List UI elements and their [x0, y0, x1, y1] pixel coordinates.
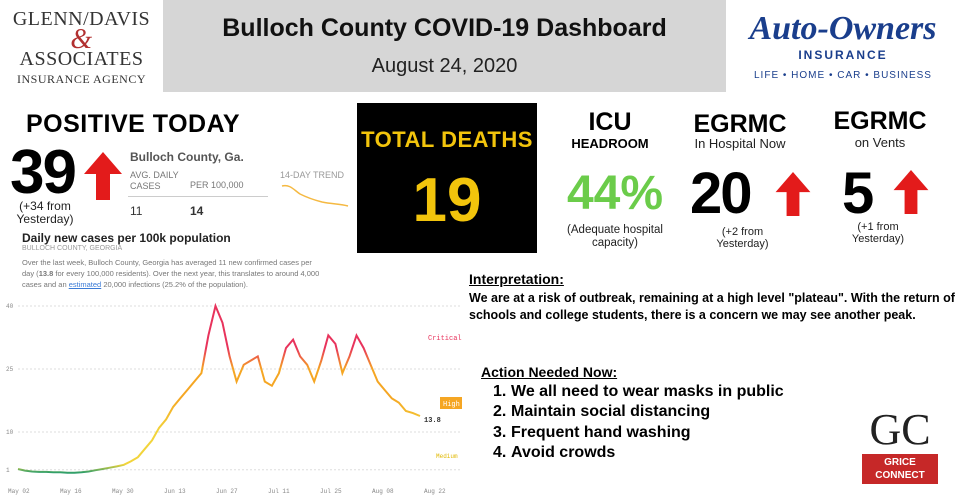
- y-tick-label: 25: [6, 366, 14, 373]
- logo-ampersand: &: [70, 24, 93, 55]
- total-deaths-value: 19: [412, 166, 482, 235]
- avg-daily-value: 11: [130, 204, 143, 218]
- interpretation-heading: Interpretation:: [469, 271, 564, 287]
- x-tick-label: Jun 13: [164, 488, 186, 495]
- zone-label-medium: Medium: [436, 453, 458, 460]
- zone-label-high: High: [443, 401, 460, 409]
- positive-today-change: (+34 from Yesterday): [16, 199, 74, 226]
- chart-grid: [18, 305, 462, 471]
- page-date: August 24, 2020: [371, 55, 518, 77]
- up-arrow-icon: [84, 152, 122, 200]
- list-item-number: 4.: [493, 444, 507, 462]
- daily-cases-description: Over the last week, Bulloch County, Geor…: [22, 258, 322, 291]
- x-tick-label: Jul 25: [320, 488, 342, 495]
- trend-label: 14-DAY TREND: [280, 170, 345, 180]
- daily-cases-title: Daily new cases per 100k population: [22, 231, 231, 245]
- list-item-text: Avoid crowds: [511, 444, 616, 462]
- desc-part-e: 20,000 infections (25.2% of the populati…: [101, 279, 249, 289]
- auto-owners-tagline: LIFE • HOME • CAR • BUSINESS: [754, 70, 932, 81]
- glenn-davis-logo: GLENN/DAVIS & ASSOCIATES INSURANCE AGENC…: [0, 0, 163, 92]
- trend-sparkline: [281, 184, 349, 207]
- desc-part-b: 13.8: [38, 268, 54, 278]
- county-name: Bulloch County, Ga.: [130, 150, 244, 164]
- list-item: 1. We all need to wear masks in public: [493, 382, 893, 402]
- divider: [128, 196, 268, 197]
- icu-subtitle: HEADROOM: [571, 136, 649, 151]
- up-arrow-icon: [775, 172, 811, 216]
- desc-part-a: Over the last week, Bulloch County, Geor…: [22, 258, 312, 278]
- x-tick-label: Jun 27: [216, 488, 238, 495]
- estimated-link[interactable]: estimated: [68, 279, 102, 289]
- desc-part-c: for every 100,000 residents). Over the n…: [22, 268, 320, 289]
- list-item-text: Maintain social distancing: [511, 403, 711, 421]
- icu-value: 44%: [566, 167, 664, 220]
- egrmc-hospital-subtitle: In Hospital Now: [694, 136, 786, 151]
- interpretation-text: We are at a risk of outbreak, remaining …: [469, 291, 955, 323]
- grice-line-1: GRICE: [884, 457, 916, 468]
- chart-y-ticks: 1 10 25 40: [6, 303, 14, 474]
- x-tick-label: May 16: [60, 488, 82, 495]
- y-tick-label: 40: [6, 303, 14, 310]
- grice-line-2: CONNECT: [875, 470, 925, 481]
- y-tick-label: 1: [6, 467, 10, 474]
- logo-line-3: INSURANCE AGENCY: [16, 72, 146, 86]
- per-100k-label: PER 100,000: [190, 180, 244, 190]
- grice-bar: GRICE CONNECT: [862, 454, 938, 484]
- list-item-number: 2.: [493, 403, 507, 421]
- list-item-number: 3.: [493, 423, 507, 441]
- egrmc-hospital-note: (+2 from Yesterday): [716, 226, 769, 251]
- list-item-text: Frequent hand washing: [511, 423, 691, 441]
- grice-connect-logo: GC GRICE CONNECT: [860, 404, 940, 486]
- auto-owners-name: Auto-Owners: [749, 10, 937, 47]
- page-title: Bulloch County COVID-19 Dashboard: [222, 14, 667, 42]
- action-list: 1. We all need to wear masks in public 2.…: [493, 382, 893, 464]
- chart-x-ticks: May 02 May 16 May 30 Jun 13 Jun 27 Jul 11 Jul …: [8, 488, 446, 495]
- egrmc-vents-note: (+1 from Yesterday): [851, 221, 905, 246]
- logo-line-2: ASSOCIATES: [19, 48, 144, 70]
- up-arrow-icon: [893, 170, 929, 214]
- x-tick-label: May 30: [112, 488, 134, 495]
- icu-title: ICU: [588, 108, 632, 136]
- zone-label-critical: Critical: [428, 335, 462, 343]
- total-deaths-box: TOTAL DEATHS 19: [357, 103, 537, 253]
- auto-owners-sub: INSURANCE: [798, 48, 888, 62]
- grice-letters: GC: [869, 405, 931, 454]
- x-tick-label: May 02: [8, 488, 30, 495]
- last-value-label: 13.8: [424, 417, 441, 425]
- daily-cases-chart: 1 10 25 40 May 02 May 16 May 30 Jun 13 Jun 27 Ju…: [6, 302, 462, 495]
- action-heading: Action Needed Now:: [481, 364, 618, 380]
- daily-cases-line: [17, 302, 421, 474]
- list-item-text: We all need to wear masks in public: [511, 383, 784, 400]
- icu-note: (Adequate hospital capacity): [567, 224, 663, 249]
- x-tick-label: Jul 11: [268, 488, 290, 495]
- positive-today-title: POSITIVE TODAY: [26, 110, 241, 138]
- header-banner: Bulloch County COVID-19 Dashboard August…: [163, 0, 726, 92]
- total-deaths-label: TOTAL DEATHS: [361, 127, 533, 152]
- zone-label-high-bg: [440, 397, 462, 409]
- list-item: 3. Frequent hand washing: [493, 423, 893, 443]
- daily-cases-subtitle: BULLOCH COUNTY, GEORGIA: [22, 245, 123, 252]
- egrmc-hospital-value: 20: [690, 161, 752, 226]
- x-tick-label: Aug 08: [372, 488, 394, 495]
- list-item: 2. Maintain social distancing: [493, 402, 893, 422]
- avg-daily-label: AVG. DAILY CASES: [130, 170, 179, 191]
- x-tick-label: Aug 22: [424, 488, 446, 495]
- egrmc-vents-value: 5: [842, 161, 875, 226]
- egrmc-hospital-title: EGRMC: [693, 110, 787, 138]
- egrmc-vents-subtitle: on Vents: [854, 135, 906, 150]
- y-tick-label: 10: [6, 429, 14, 436]
- positive-today-value: 39: [10, 138, 77, 207]
- logo-line-1: GLENN/DAVIS: [12, 8, 151, 30]
- auto-owners-logo: Auto-Owners INSURANCE LIFE • HOME • CAR …: [726, 0, 960, 92]
- per-100k-value: 14: [190, 204, 204, 218]
- egrmc-vents-title: EGRMC: [833, 107, 927, 135]
- list-item: 4. Avoid crowds: [493, 443, 893, 463]
- list-item-number: 1.: [493, 383, 507, 400]
